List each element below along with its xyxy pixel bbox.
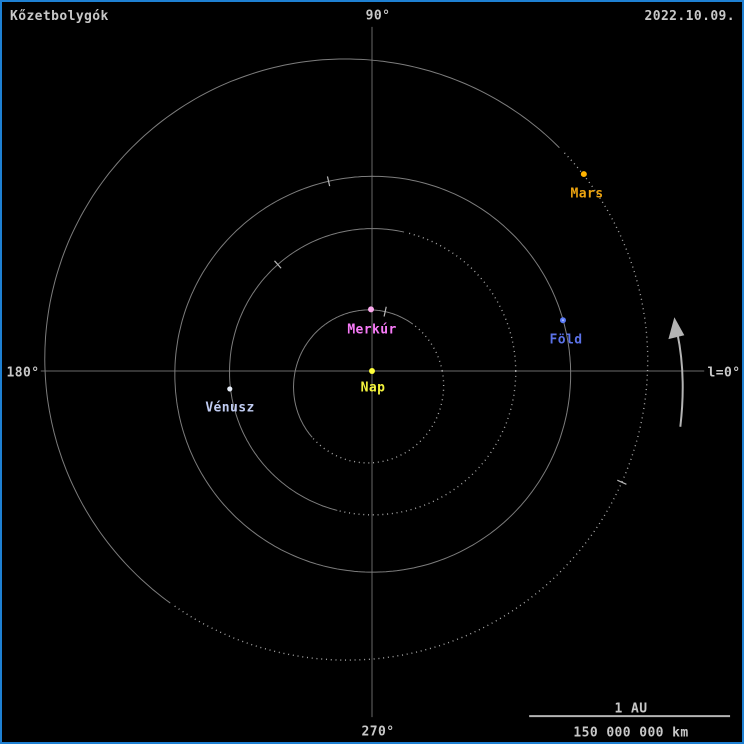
sun-dot	[369, 368, 375, 374]
mars-label: Mars	[570, 186, 604, 202]
mercury-dot	[368, 306, 374, 313]
angle-label-270: 270°	[361, 724, 395, 740]
earth-perihelion-tick	[326, 176, 331, 187]
angle-label-180: 180°	[6, 365, 40, 381]
page-title: Kőzetbolygók	[10, 9, 109, 24]
mars-orbit-solid	[44, 58, 560, 604]
venus-dot	[227, 386, 233, 392]
mercury-orbit-solid	[293, 309, 414, 438]
venus-perihelion-tick	[274, 260, 282, 269]
date-label: 2022.10.09.	[644, 9, 735, 24]
scale-km-label: 150 000 000 km	[573, 725, 689, 741]
venus-label: Vénusz	[205, 400, 255, 416]
earth-label: Föld	[549, 332, 583, 348]
mercury-perihelion-tick	[383, 306, 387, 317]
revolution-arrow-head-icon	[668, 317, 685, 340]
angle-label-90: 90°	[365, 8, 391, 24]
revolution-arrow	[676, 333, 684, 427]
sun-label: Nap	[360, 380, 386, 396]
scale-au-label: 1 AU	[614, 701, 648, 717]
mars-orbit-dotted	[174, 150, 649, 661]
mars-perihelion-tick	[617, 479, 627, 485]
mars-dot	[580, 171, 587, 178]
angle-label-l0: l=0°	[707, 365, 741, 381]
mercury-label: Merkúr	[347, 322, 397, 338]
earth-orbit-solid	[174, 175, 572, 573]
earth-dot-center	[561, 319, 564, 322]
mercury-orbit-dotted	[312, 324, 445, 464]
venus-orbit-dotted	[339, 231, 517, 516]
venus-orbit-solid	[229, 228, 405, 511]
